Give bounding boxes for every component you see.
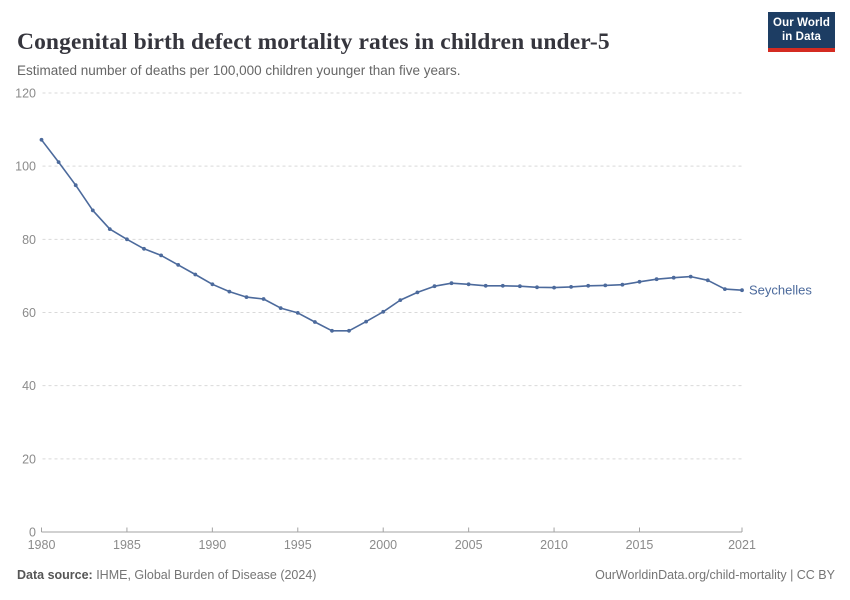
owid-logo-line2: in Data [781,30,822,43]
svg-text:1990: 1990 [198,538,226,552]
series-label-seychelles[interactable]: Seychelles [749,283,812,298]
svg-text:0: 0 [29,526,36,540]
svg-text:1980: 1980 [28,538,56,552]
series-points-seychelles [39,137,744,333]
svg-text:2000: 2000 [369,538,397,552]
owid-logo[interactable]: Our World in Data [768,12,835,52]
svg-text:1985: 1985 [113,538,141,552]
data-source: Data source: IHME, Global Burden of Dise… [17,568,316,582]
svg-text:2015: 2015 [626,538,654,552]
svg-text:120: 120 [15,87,36,101]
owid-logo-line1: Our World [773,17,830,29]
data-source-label: Data source: [17,568,93,582]
credit-link[interactable]: OurWorldinData.org/child-mortality | CC … [595,568,835,582]
chart-footer: Data source: IHME, Global Burden of Dise… [17,568,835,582]
chart-subtitle: Estimated number of deaths per 100,000 c… [17,62,461,78]
data-source-value: IHME, Global Burden of Disease (2024) [92,568,317,582]
svg-text:100: 100 [15,160,36,174]
svg-text:2005: 2005 [455,538,483,552]
gridlines [42,92,742,460]
svg-text:2010: 2010 [540,538,568,552]
series-line-seychelles[interactable] [40,139,743,332]
svg-text:1995: 1995 [284,538,312,552]
svg-text:80: 80 [22,233,36,247]
x-axis: 1980 1985 1990 1995 2000 2005 2010 2015 2021 [28,527,756,552]
svg-text:20: 20 [22,452,36,466]
svg-text:2021: 2021 [728,538,756,552]
chart-title: Congenital birth defect mortality rates … [17,28,610,55]
y-axis-labels: 0 20 40 60 80 100 120 [15,87,36,540]
svg-text:60: 60 [22,306,36,320]
svg-text:40: 40 [22,379,36,393]
